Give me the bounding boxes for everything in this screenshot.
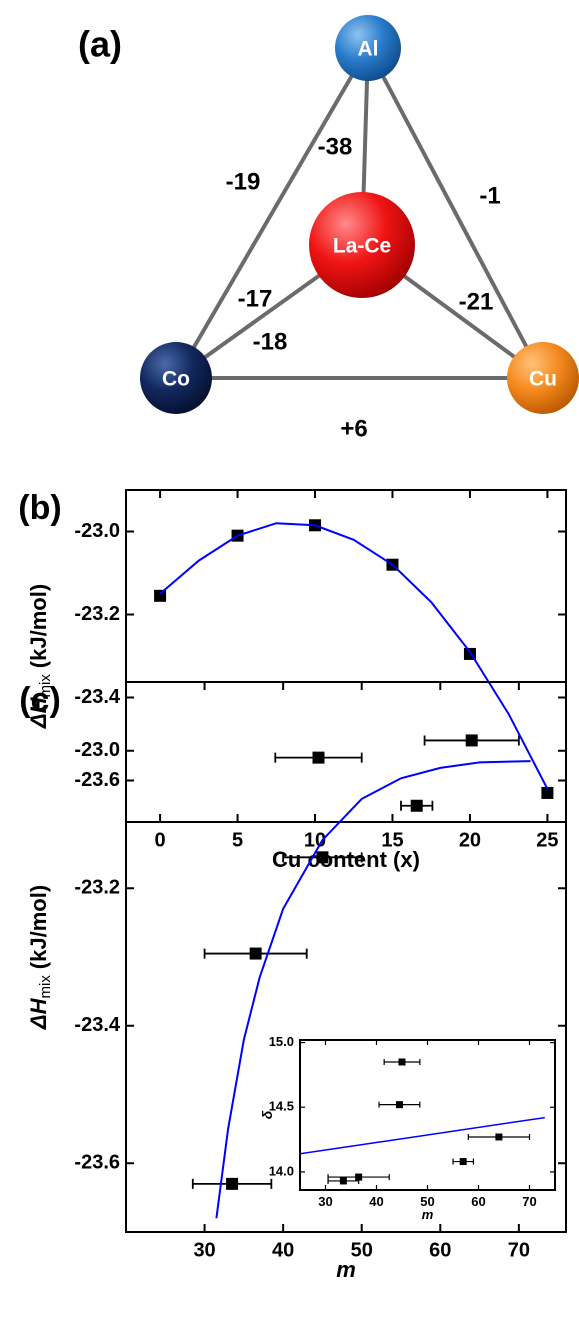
x-tick-label: 30 xyxy=(193,1239,215,1261)
x-tick-label: 50 xyxy=(420,1194,434,1209)
data-point xyxy=(395,1101,403,1109)
y-tick-label: 14.5 xyxy=(269,1099,294,1114)
y-label-unit: (kJ/mol) xyxy=(26,885,51,969)
data-point xyxy=(459,1158,467,1166)
y-label-symbol: ΔH xyxy=(26,696,51,729)
x-tick-label: 25 xyxy=(536,829,558,851)
edge xyxy=(366,47,545,379)
data-point xyxy=(398,1058,406,1066)
node-label: Al xyxy=(358,38,379,61)
plot-frame xyxy=(299,1039,556,1191)
y-label-unit: (kJ/mol) xyxy=(26,584,51,668)
data-point xyxy=(410,799,423,812)
y-axis-label: ΔHmix (kJ/mol) xyxy=(26,584,54,729)
panel-label: (b) xyxy=(18,489,61,527)
x-tick-label: 5 xyxy=(232,829,243,851)
y-label-subscript: mix xyxy=(37,975,54,999)
fit-curve xyxy=(300,1116,545,1155)
node-sphere xyxy=(507,342,579,414)
y-tick-label: -23.2 xyxy=(74,603,120,625)
x-tick-label: 50 xyxy=(351,1239,373,1261)
edge-label: -18 xyxy=(253,328,288,355)
edge-label: -38 xyxy=(318,133,353,160)
y-axis-label: ΔHmix (kJ/mol) xyxy=(26,885,54,1030)
x-tick-label: 60 xyxy=(471,1194,485,1209)
y-tick-label: -23.6 xyxy=(74,769,120,791)
fit-curve xyxy=(159,522,549,790)
y-tick-label: -23.0 xyxy=(74,739,120,761)
edge-label: +6 xyxy=(340,415,367,442)
x-tick-label: 30 xyxy=(318,1194,332,1209)
x-tick-label: 15 xyxy=(381,829,403,851)
node-label: Cu xyxy=(529,368,557,391)
panel-label: (a) xyxy=(78,24,122,65)
x-tick-label: 40 xyxy=(369,1194,383,1209)
x-tick-label: 70 xyxy=(522,1194,536,1209)
y-tick-label: 14.0 xyxy=(269,1163,294,1178)
node-label: La-Ce xyxy=(333,235,391,258)
plot-frame xyxy=(125,489,567,823)
x-tick-label: 40 xyxy=(272,1239,294,1261)
y-tick-label: -23.2 xyxy=(74,877,120,899)
x-tick-label: 0 xyxy=(155,829,166,851)
y-tick-label: -23.0 xyxy=(74,520,120,542)
y-tick-label: -23.4 xyxy=(74,686,120,708)
data-point xyxy=(339,1177,347,1185)
edge-label: -19 xyxy=(226,168,261,195)
x-tick-label: 70 xyxy=(508,1239,530,1261)
data-point xyxy=(249,947,262,960)
inset-background xyxy=(300,1040,555,1190)
data-point xyxy=(312,751,325,764)
edge-label: -1 xyxy=(479,182,500,209)
data-point xyxy=(316,851,329,864)
node-sphere xyxy=(140,342,212,414)
data-point xyxy=(226,1177,239,1190)
data-point xyxy=(541,786,554,799)
y-axis-label: δ xyxy=(259,1110,275,1119)
data-point xyxy=(465,734,478,747)
y-label-subscript: mix xyxy=(37,674,54,698)
y-label-symbol: ΔH xyxy=(26,997,51,1030)
edge-label: -17 xyxy=(238,285,273,312)
fit-curve xyxy=(215,760,531,1219)
data-point xyxy=(355,1173,363,1181)
node-sphere xyxy=(335,15,401,81)
node-sphere xyxy=(309,192,415,298)
x-axis-label: m xyxy=(336,1257,356,1282)
y-label-symbol: δ xyxy=(259,1110,275,1119)
edge-label: -21 xyxy=(459,288,494,315)
y-tick-label: 15.0 xyxy=(269,1034,294,1049)
edge xyxy=(174,46,370,380)
y-tick-label: -23.6 xyxy=(74,1152,120,1174)
node-label: Co xyxy=(162,368,190,391)
panel-label: (c) xyxy=(19,681,61,719)
y-tick-label: -23.4 xyxy=(74,1014,120,1036)
x-axis-label: Cu content (x) xyxy=(272,847,420,872)
data-point xyxy=(154,589,167,602)
charts: 0 5 10 15 20 25 -23.0 -23.2 -23.4 -23.6 Cu content… xyxy=(18,489,567,1282)
x-axis-label: m xyxy=(422,1207,434,1222)
diagram-a: Al La-Ce Co Cu (a) -38 -19 -1 -17 -21 -1… xyxy=(78,15,579,442)
x-tick-label: 20 xyxy=(459,829,481,851)
x-tick-label: 60 xyxy=(429,1239,451,1261)
data-point xyxy=(495,1133,503,1141)
x-tick-label: 10 xyxy=(304,829,326,851)
plot-frame xyxy=(125,681,567,1233)
